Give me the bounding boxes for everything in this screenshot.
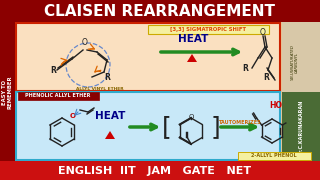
Bar	[0, 22, 15, 161]
Bar	[282, 92, 320, 161]
Text: O: O	[188, 114, 194, 120]
Text: R: R	[104, 73, 110, 82]
Polygon shape	[187, 54, 197, 62]
Text: O: O	[82, 38, 88, 47]
Polygon shape	[105, 131, 115, 139]
Text: TAUTOMERIZES: TAUTOMERIZES	[219, 120, 261, 125]
FancyBboxPatch shape	[16, 92, 280, 160]
Text: HEAT: HEAT	[178, 34, 208, 44]
FancyBboxPatch shape	[16, 23, 280, 91]
FancyBboxPatch shape	[18, 91, 99, 100]
Text: R: R	[242, 64, 248, 73]
FancyBboxPatch shape	[148, 24, 268, 33]
Text: 2-ALLYL PHENOL: 2-ALLYL PHENOL	[251, 153, 297, 158]
Text: O: O	[260, 28, 266, 37]
Text: HO: HO	[269, 100, 282, 109]
Text: Dr.C.KARUNAKARAN: Dr.C.KARUNAKARAN	[299, 99, 303, 155]
Text: CLAISEN REARRANGEMENT: CLAISEN REARRANGEMENT	[44, 3, 276, 19]
Text: Y,B-UNSATURATED
CARBONYL: Y,B-UNSATURATED CARBONYL	[291, 44, 299, 80]
Text: [: [	[162, 115, 172, 139]
Bar	[0, 0, 320, 22]
Text: O: O	[70, 113, 76, 119]
Text: [3,3] SIGMATROPIC SHIFT: [3,3] SIGMATROPIC SHIFT	[170, 26, 246, 31]
Text: ALLYL VINYL ETHER: ALLYL VINYL ETHER	[76, 87, 124, 91]
FancyBboxPatch shape	[237, 152, 310, 159]
Text: EASY TO
REMEMBER: EASY TO REMEMBER	[2, 75, 13, 109]
Text: HEAT: HEAT	[95, 111, 125, 121]
Text: R: R	[263, 73, 269, 82]
Text: ENGLISH  IIT   JAM   GATE   NET: ENGLISH IIT JAM GATE NET	[59, 165, 252, 176]
Text: ]: ]	[210, 115, 220, 139]
Bar	[0, 161, 320, 180]
Text: R: R	[50, 66, 56, 75]
Text: PHENOLIC ALLYL ETHER: PHENOLIC ALLYL ETHER	[25, 93, 91, 98]
Bar	[282, 22, 320, 92]
